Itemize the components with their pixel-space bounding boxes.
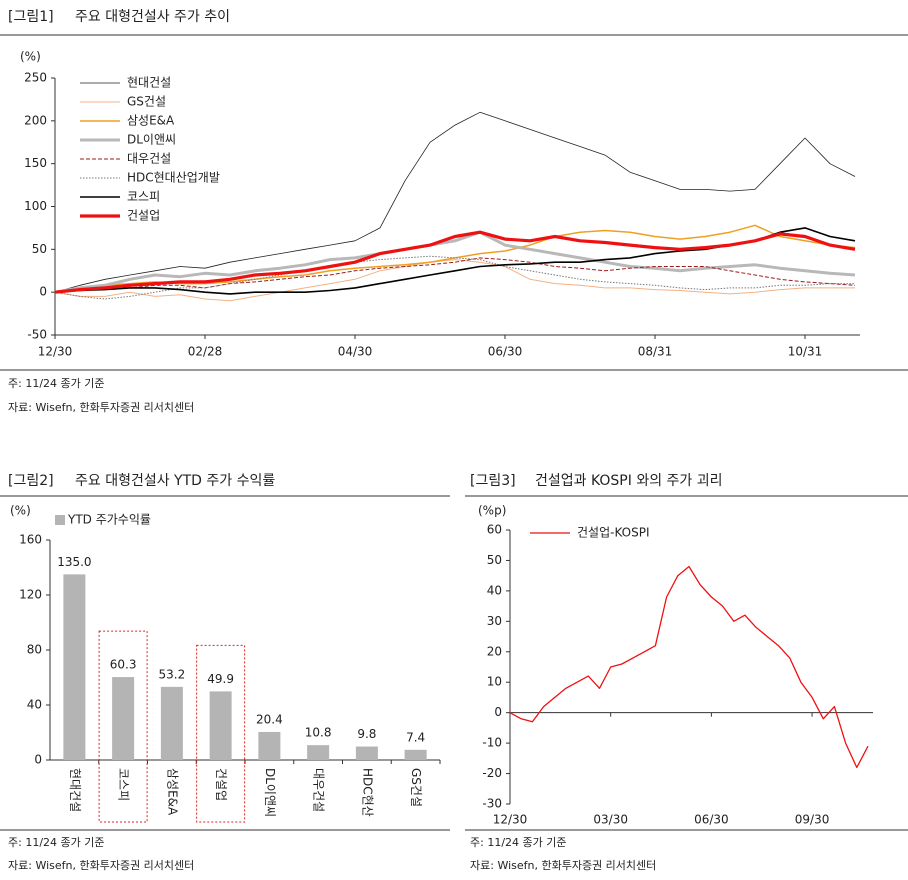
y-tick-label: 0 bbox=[39, 285, 47, 299]
source: 자료: Wisefn, 한화투자증권 리서치센터 bbox=[8, 859, 194, 872]
y-tick-label: 160 bbox=[19, 533, 42, 547]
x-tick-label: 02/28 bbox=[188, 345, 223, 359]
x-tick-label: 대우건설 bbox=[312, 768, 326, 812]
highlight-box bbox=[98, 630, 148, 823]
y-tick-label: 50 bbox=[32, 242, 47, 256]
x-tick-label: 06/30 bbox=[694, 813, 729, 827]
y-axis-label: (%p) bbox=[478, 504, 506, 518]
bar bbox=[355, 746, 378, 760]
x-tick-label: GS건설 bbox=[409, 768, 423, 807]
bar bbox=[404, 749, 427, 760]
legend-label: 대우건설 bbox=[127, 152, 171, 166]
value-label: 53.2 bbox=[159, 667, 186, 681]
x-tick-label: 08/31 bbox=[638, 345, 673, 359]
y-tick-label: 40 bbox=[27, 698, 42, 712]
y-tick-label: 250 bbox=[24, 71, 47, 85]
x-tick-label: DL이앤씨 bbox=[263, 768, 277, 817]
chart-title: 주요 대형건설사 YTD 주가 수익률 bbox=[75, 473, 275, 489]
bar bbox=[307, 745, 330, 760]
x-tick-label: 12/30 bbox=[493, 813, 528, 827]
legend-label: 건설업-KOSPI bbox=[577, 526, 650, 540]
x-tick-label: 10/31 bbox=[788, 345, 823, 359]
series-line bbox=[54, 111, 856, 293]
legend-label: HDC현대산업개발 bbox=[127, 171, 220, 185]
x-tick-label: 건설업 bbox=[214, 768, 228, 801]
y-tick-label: -10 bbox=[482, 736, 502, 750]
x-tick-label: HDC현산 bbox=[360, 768, 374, 817]
y-tick-label: 150 bbox=[24, 156, 47, 170]
x-tick-label: 09/30 bbox=[795, 813, 830, 827]
y-axis-label: (%) bbox=[20, 50, 41, 64]
value-label: 20.4 bbox=[256, 712, 283, 726]
y-tick-label: -50 bbox=[27, 328, 47, 342]
figure-label: [그림2] bbox=[8, 473, 54, 489]
x-tick-label: 코스피 bbox=[117, 768, 131, 801]
bar bbox=[63, 574, 86, 760]
x-tick-label: 06/30 bbox=[488, 345, 523, 359]
legend-label: GS건설 bbox=[127, 95, 166, 109]
bar bbox=[160, 686, 183, 760]
series-line bbox=[509, 565, 869, 769]
bar bbox=[112, 677, 135, 760]
series-line bbox=[54, 257, 856, 293]
x-tick-label: 04/30 bbox=[338, 345, 373, 359]
series-line bbox=[54, 230, 856, 294]
legend-label: 삼성E&A bbox=[127, 114, 175, 128]
source: 자료: Wisefn, 한화투자증권 리서치센터 bbox=[8, 401, 194, 414]
value-label: 49.9 bbox=[207, 672, 234, 686]
series-line bbox=[54, 255, 855, 300]
y-tick-label: 30 bbox=[487, 614, 502, 628]
y-tick-label: 80 bbox=[27, 643, 42, 657]
y-tick-label: 40 bbox=[487, 583, 502, 597]
series-line bbox=[54, 259, 855, 302]
y-tick-label: 60 bbox=[487, 523, 502, 537]
y-tick-label: 200 bbox=[24, 113, 47, 127]
legend-label: YTD 주가수익률 bbox=[67, 513, 151, 527]
note: 주: 11/24 종가 기준 bbox=[8, 836, 105, 849]
legend-label: 현대건설 bbox=[127, 76, 171, 90]
figure-label: [그림3] bbox=[470, 473, 516, 489]
legend-label: 코스피 bbox=[127, 190, 160, 204]
series-line bbox=[54, 224, 856, 293]
legend-label: DL이앤씨 bbox=[127, 133, 176, 147]
value-label: 60.3 bbox=[110, 658, 137, 672]
y-tick-label: 20 bbox=[487, 644, 502, 658]
legend-label: 건설업 bbox=[127, 209, 160, 223]
y-tick-label: -20 bbox=[482, 766, 502, 780]
y-tick-label: 0 bbox=[494, 705, 502, 719]
y-tick-label: 10 bbox=[487, 675, 502, 689]
note: 주: 11/24 종가 기준 bbox=[470, 836, 567, 849]
value-label: 9.8 bbox=[357, 727, 376, 741]
chart-title: 건설업과 KOSPI 와의 주가 괴리 bbox=[535, 473, 723, 489]
value-label: 135.0 bbox=[57, 555, 91, 569]
x-tick-label: 03/30 bbox=[593, 813, 628, 827]
y-tick-label: 0 bbox=[34, 753, 42, 767]
y-tick-label: 120 bbox=[19, 588, 42, 602]
x-tick-label: 현대건설 bbox=[68, 768, 82, 812]
value-label: 7.4 bbox=[406, 730, 425, 744]
figure-label: [그림1] bbox=[8, 9, 54, 25]
legend-swatch bbox=[55, 515, 65, 525]
y-tick-label: 50 bbox=[487, 553, 502, 567]
x-tick-label: 12/30 bbox=[38, 345, 73, 359]
y-axis-label: (%) bbox=[10, 504, 31, 518]
bar bbox=[258, 731, 281, 760]
x-tick-label: 삼성E&A bbox=[165, 768, 179, 816]
note: 주: 11/24 종가 기준 bbox=[8, 377, 105, 390]
value-label: 10.8 bbox=[305, 726, 332, 740]
y-tick-label: -30 bbox=[482, 797, 502, 811]
y-tick-label: 100 bbox=[24, 199, 47, 213]
series-line bbox=[54, 230, 856, 294]
chart-title: 주요 대형건설사 주가 추이 bbox=[75, 9, 230, 25]
bar bbox=[209, 691, 232, 760]
highlight-box bbox=[196, 644, 246, 823]
source: 자료: Wisefn, 한화투자증권 리서치센터 bbox=[470, 859, 656, 872]
